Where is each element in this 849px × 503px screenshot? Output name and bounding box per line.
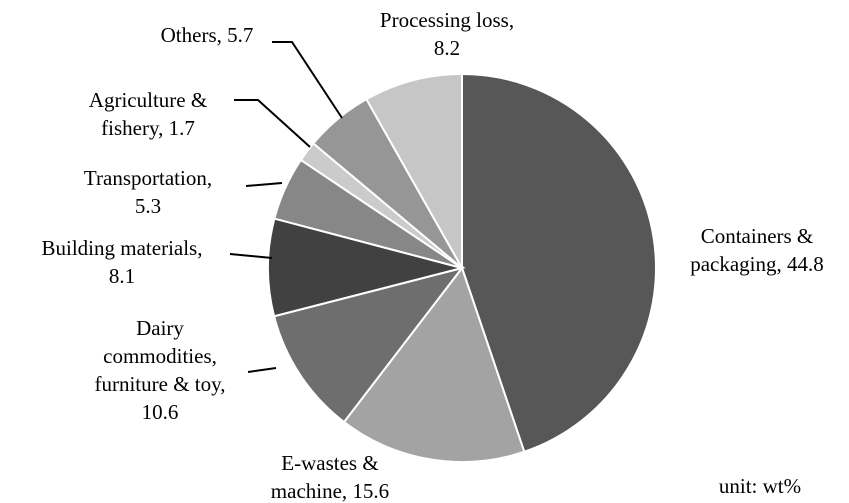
- slice-label: furniture & toy,: [94, 372, 225, 396]
- slice-label: Transportation,: [84, 166, 212, 190]
- pie-slice: [342, 265, 526, 463]
- leader-line: [247, 367, 277, 373]
- leader-line: [245, 182, 283, 187]
- slice-label: E-wastes &: [281, 451, 378, 475]
- slice-label: 8.2: [434, 36, 460, 60]
- slice-label: commodities,: [103, 344, 217, 368]
- unit-annotation: unit: wt%: [719, 474, 801, 498]
- pie-slice: [267, 217, 466, 318]
- slice-label: packaging, 44.8: [690, 252, 824, 276]
- leader-line: [234, 99, 311, 148]
- slice-label: Processing loss,: [380, 8, 514, 32]
- slice-label: 8.1: [109, 264, 135, 288]
- pie-slice: [461, 72, 657, 454]
- slice-label: Others, 5.7: [161, 23, 254, 47]
- slice-label: Containers &: [701, 224, 814, 248]
- pie-slice: [272, 266, 465, 424]
- slice-label: Building materials,: [42, 236, 203, 260]
- slice-label: 5.3: [135, 194, 161, 218]
- leader-line: [229, 253, 273, 259]
- slice-label: machine, 15.6: [271, 479, 389, 503]
- slice-label: Agriculture &: [89, 88, 207, 112]
- slice-label: fishery, 1.7: [101, 116, 195, 140]
- slice-label: Dairy: [136, 316, 184, 340]
- pie-slice: [365, 72, 463, 272]
- leader-line: [272, 41, 343, 119]
- slice-label: 10.6: [142, 400, 179, 424]
